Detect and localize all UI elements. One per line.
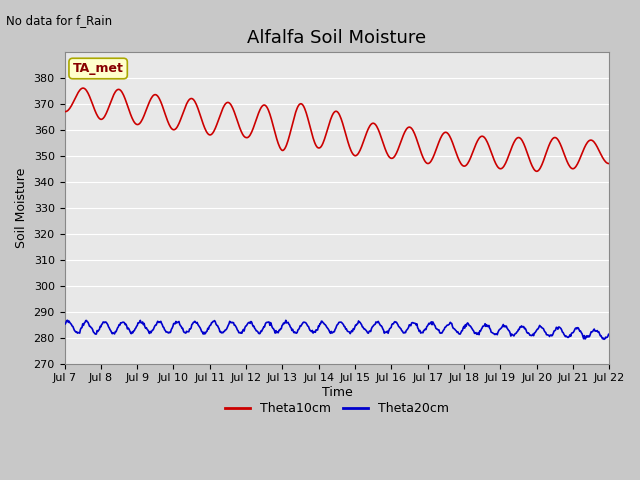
Y-axis label: Soil Moisture: Soil Moisture: [15, 168, 28, 248]
Legend: Theta10cm, Theta20cm: Theta10cm, Theta20cm: [220, 397, 454, 420]
Title: Alfalfa Soil Moisture: Alfalfa Soil Moisture: [248, 29, 426, 48]
X-axis label: Time: Time: [321, 386, 353, 399]
Text: No data for f_Rain: No data for f_Rain: [6, 14, 113, 27]
Text: TA_met: TA_met: [73, 62, 124, 75]
